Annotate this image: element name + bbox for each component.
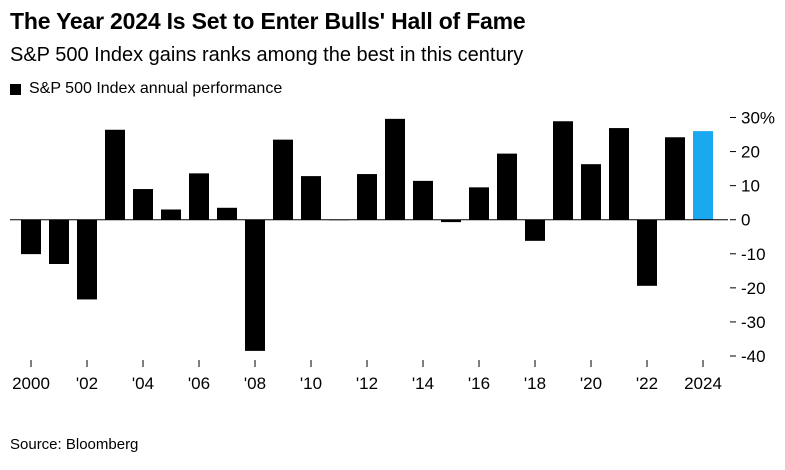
bar-2004 xyxy=(133,189,153,220)
x-tick-label: '22 xyxy=(636,374,658,393)
y-tick-label: -40 xyxy=(741,347,766,366)
x-tick-label: '16 xyxy=(468,374,490,393)
bar-2013 xyxy=(385,118,405,220)
x-tick-label: '02 xyxy=(76,374,98,393)
x-axis: 2000 '02 '04 '06 '08 '10 '12 '14 '16 '18 '20 '22 202… xyxy=(12,360,722,393)
bar-2017 xyxy=(497,153,517,220)
x-tick-label: '18 xyxy=(524,374,546,393)
bar-2016 xyxy=(469,187,489,220)
bar-2021 xyxy=(609,128,629,220)
bar-2009 xyxy=(273,139,293,220)
y-tick-label: 0 xyxy=(741,211,750,230)
bars-group xyxy=(21,118,713,351)
bar-2002 xyxy=(77,219,97,300)
x-tick-label: 2024 xyxy=(684,374,722,393)
bar-2019 xyxy=(553,121,573,220)
x-tick-label: '04 xyxy=(132,374,154,393)
x-tick-label: '20 xyxy=(580,374,602,393)
bar-2020 xyxy=(581,164,601,220)
y-tick-label: -10 xyxy=(741,245,766,264)
chart-title: The Year 2024 Is Set to Enter Bulls' Hal… xyxy=(10,8,526,34)
x-tick-label: '12 xyxy=(356,374,378,393)
y-tick-label: -20 xyxy=(741,279,766,298)
bar-2003 xyxy=(105,129,125,220)
y-tick-label: 20 xyxy=(741,143,760,162)
bar-2008 xyxy=(245,219,265,351)
chart-legend: S&P 500 Index annual performance xyxy=(10,80,282,98)
bar-2023 xyxy=(665,137,685,220)
bar-2015 xyxy=(441,219,461,223)
bar-2018 xyxy=(525,219,545,241)
x-tick-label: '10 xyxy=(300,374,322,393)
y-axis: 30% 20 10 0 -10 -20 -30 -40 xyxy=(730,109,775,366)
bar-2014 xyxy=(413,180,433,220)
bar-2012 xyxy=(357,174,377,220)
bar-2005 xyxy=(161,209,181,220)
x-tick-label: 2000 xyxy=(12,374,50,393)
x-tick-label: '14 xyxy=(412,374,434,393)
chart-subtitle: S&P 500 Index gains ranks among the best… xyxy=(10,44,524,66)
bar-2010 xyxy=(301,176,321,220)
bar-2000 xyxy=(21,219,41,255)
bar-2024 xyxy=(693,131,713,220)
y-tick-label: 30% xyxy=(741,109,775,128)
bar-2006 xyxy=(189,173,209,220)
bar-2001 xyxy=(49,219,69,265)
bar-2007 xyxy=(217,207,237,220)
source-note: Source: Bloomberg xyxy=(10,436,139,453)
bar-2022 xyxy=(637,219,657,286)
legend-swatch xyxy=(10,83,21,95)
legend-label: S&P 500 Index annual performance xyxy=(29,80,283,97)
x-tick-label: '06 xyxy=(188,374,210,393)
x-tick-label: '08 xyxy=(244,374,266,393)
y-tick-label: -30 xyxy=(741,313,766,332)
y-tick-label: 10 xyxy=(741,177,760,196)
